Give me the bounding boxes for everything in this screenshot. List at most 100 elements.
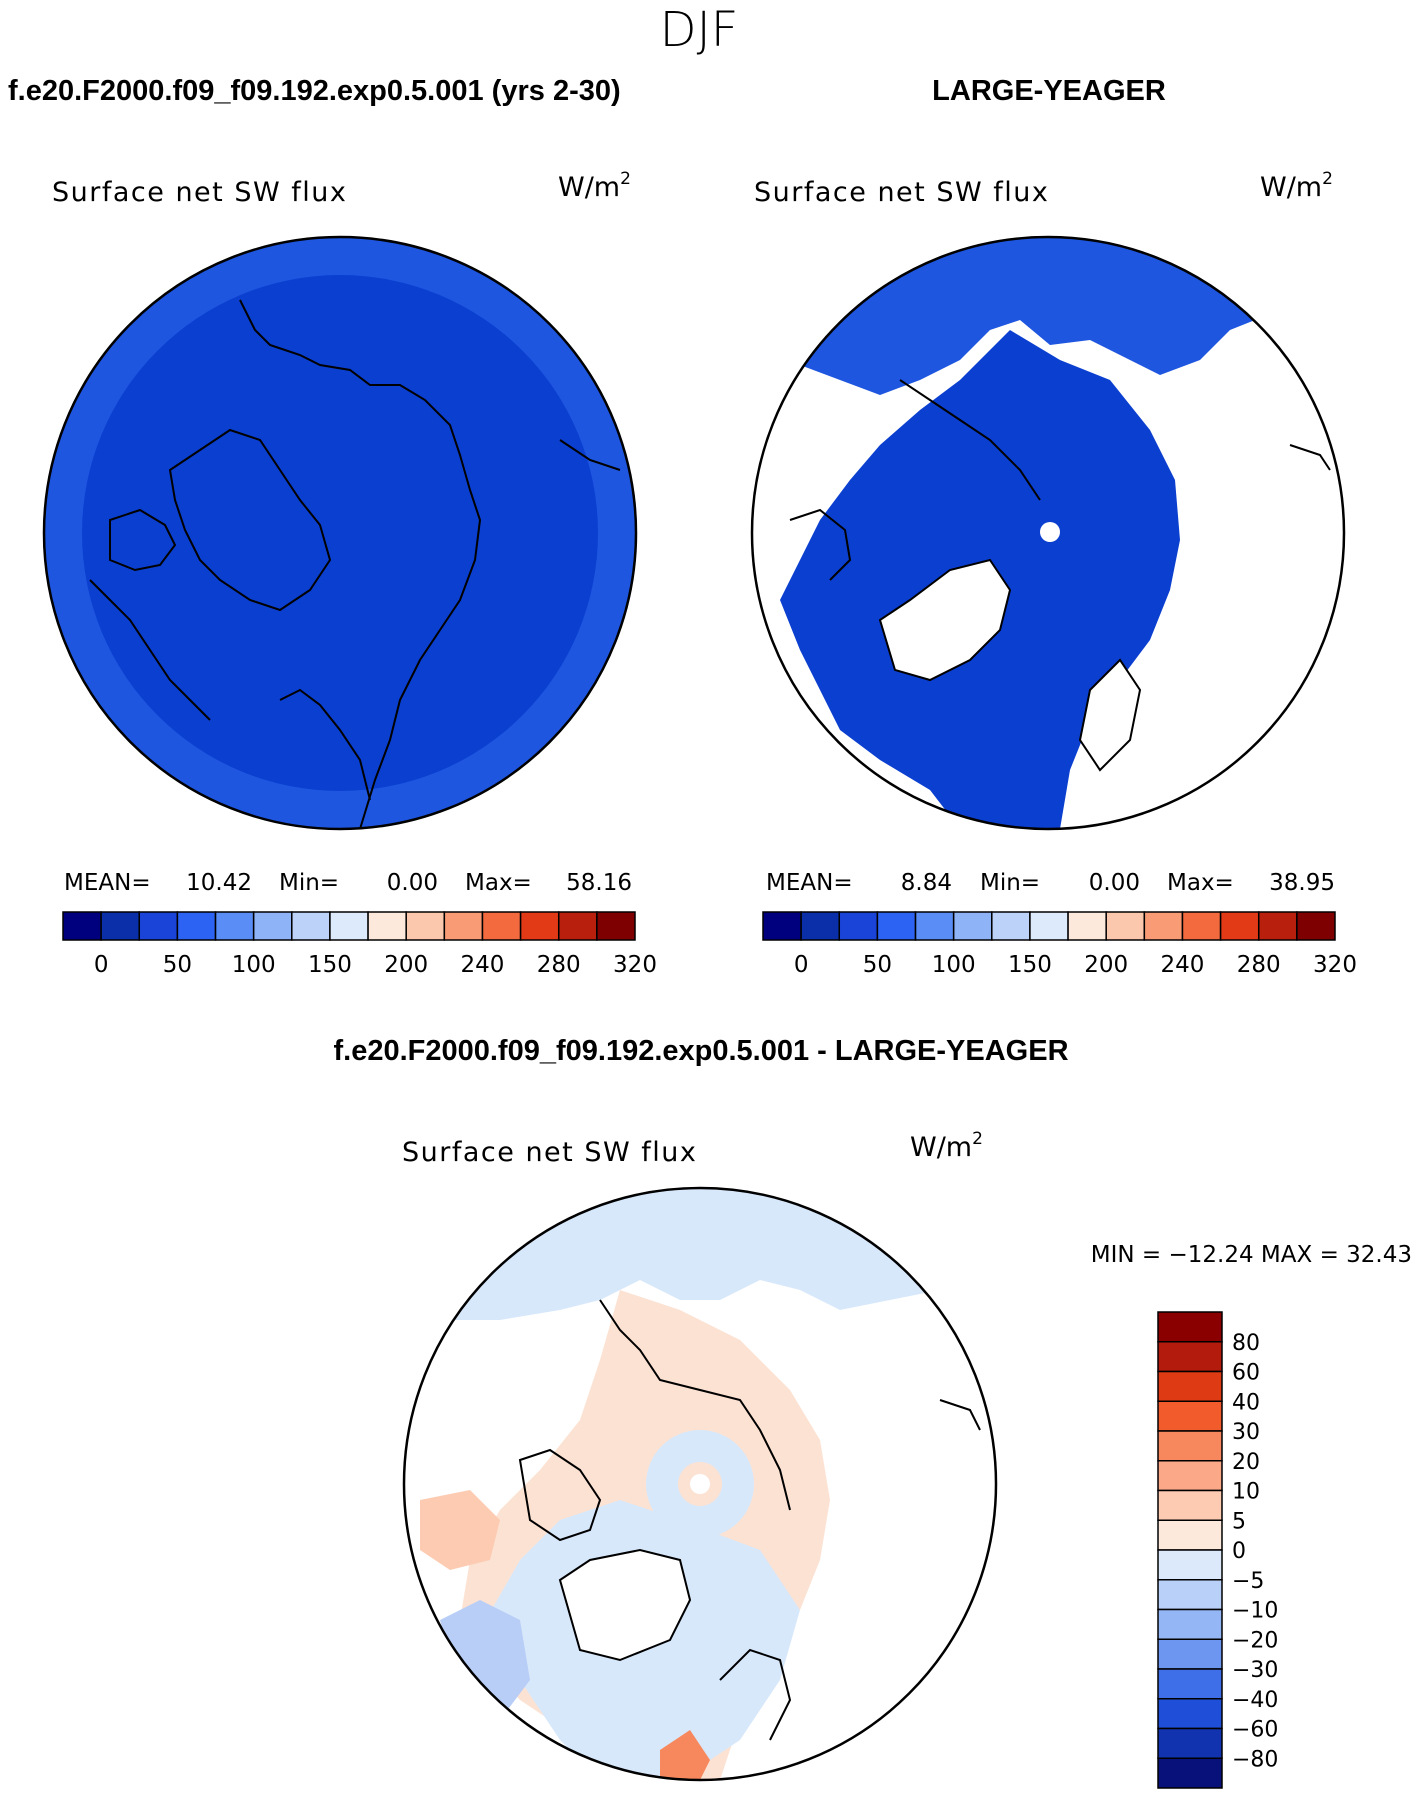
panel3-min-max: MIN = −12.24 MAX = 32.43: [1091, 1242, 1412, 1268]
panel2-scandinavia-mask: [1080, 660, 1140, 770]
panel2-colorbar-box: [1105, 911, 1146, 941]
panel1-mean-label: MEAN=: [64, 870, 151, 896]
panel1-coastlines: [89, 299, 621, 829]
panel3-colorbar-box: [1157, 1668, 1223, 1700]
panel2-colorbar-box: [838, 911, 879, 941]
panel2-colorbar-box: [1257, 911, 1298, 941]
panel1-colorbar-tick-label: 200: [384, 952, 428, 978]
panel2-mean-value: 8.84: [901, 870, 952, 896]
panel2-colorbar-box: [914, 911, 955, 941]
panel2-units: W/m2: [1260, 169, 1333, 203]
panel3-colorbar-tick-label: 0: [1232, 1539, 1246, 1564]
panel2-colorbar-box: [1181, 911, 1222, 941]
panel1-colorbar-tick-label: 0: [94, 952, 109, 978]
panel2-colorbar: 0 50 100 150 200 240 280 320: [762, 911, 1357, 978]
panel2-colorbar-box: [991, 911, 1031, 941]
panel1-colorbar-tick-label: 50: [163, 952, 192, 978]
panel2-colorbar-box: [1219, 911, 1260, 941]
panel1-colorbar-box: [252, 911, 293, 941]
panel3-colorbar-box: [1157, 1311, 1223, 1343]
panel1-max-label: Max=: [465, 870, 532, 896]
panel2-map-border: [750, 235, 1346, 831]
panel2-greenland-mask: [880, 560, 1010, 680]
panel3-colorbar-box: [1157, 1698, 1223, 1730]
panel1-map: [44, 237, 636, 829]
panel2-colorbar-box: [1143, 911, 1184, 941]
panel2-colorbar-box: [876, 911, 917, 941]
panel1-colorbar-box: [596, 911, 636, 941]
panel2-colorbar-tick-label: 50: [863, 952, 892, 978]
panel1-colorbar-tick-label: 100: [232, 952, 276, 978]
panel2-colorbar-tick-label: 150: [1008, 952, 1052, 978]
panel1-core-shading: [82, 275, 598, 791]
panel3-variable-title: Surface net SW flux: [402, 1137, 697, 1168]
panel3-colorbar: 80 60 40 30 20 10 5 0 −5 −10 −20 −30 −40 −60 −80: [1157, 1311, 1278, 1789]
panel2-colorbar-tick-label: 200: [1084, 952, 1128, 978]
panel3-colorbar-tick-label: −10: [1232, 1599, 1278, 1624]
panel3-norway-shading: [660, 1730, 710, 1780]
panel3-colorbar-box: [1157, 1519, 1223, 1551]
panel3-colorbar-box: [1157, 1757, 1223, 1789]
panel1-min-value: 0.00: [387, 870, 438, 896]
panel2-colorbar-box: [762, 911, 802, 941]
panel1-colorbar-box: [100, 911, 141, 941]
panel1-colorbar-box: [62, 911, 102, 941]
panel1-colorbar-box: [329, 911, 369, 941]
panel3-colorbar-tick-label: −60: [1232, 1718, 1278, 1743]
panel3-colorbar-box: [1157, 1489, 1223, 1521]
panel3-case-title: f.e20.F2000.f09_f09.192.exp0.5.001 - LAR…: [333, 1035, 1068, 1067]
panel3-map-border: [402, 1186, 998, 1782]
panel3-colorbar-box: [1157, 1549, 1223, 1581]
panel2-mean-label: MEAN=: [766, 870, 853, 896]
panel1-colorbar-box: [176, 911, 217, 941]
panel3-colorbar-tick-label: −30: [1232, 1658, 1278, 1683]
panel1-colorbar-box: [214, 911, 255, 941]
panel2-colorbar-box: [1029, 911, 1069, 941]
panel1-units: W/m2: [558, 169, 631, 203]
panel-top-left: f.e20.F2000.f09_f09.192.exp0.5.001 (yrs …: [8, 75, 657, 978]
panel1-map-border: [42, 235, 638, 831]
panel3-colorbar-box: [1157, 1608, 1223, 1640]
panel2-map: [752, 237, 1344, 829]
panel2-colorbar-tick-label: 100: [932, 952, 976, 978]
panel3-colorbar-box: [1157, 1638, 1223, 1670]
panel3-colorbar-box: [1157, 1370, 1223, 1402]
panel3-map: [404, 1188, 996, 1780]
panel1-min-label: Min=: [279, 870, 339, 896]
panel3-coastlines: [518, 1299, 981, 1741]
panel3-colorbar-tick-label: 5: [1232, 1509, 1246, 1534]
panel1-colorbar-box: [291, 911, 331, 941]
panel2-variable-title: Surface net SW flux: [754, 177, 1049, 208]
panel3-pole-hole: [690, 1474, 710, 1494]
panel1-colorbar-box: [405, 911, 446, 941]
panel1-case-title: f.e20.F2000.f09_f09.192.exp0.5.001 (yrs …: [8, 75, 621, 107]
panel3-colorbar-box: [1157, 1400, 1223, 1432]
panel1-colorbar-box: [481, 911, 522, 941]
panel1-colorbar-box: [367, 911, 407, 941]
panel3-colorbar-tick-label: −20: [1232, 1628, 1278, 1653]
panel2-colorbar-box: [1296, 911, 1336, 941]
panel2-max-value: 38.95: [1269, 870, 1335, 896]
panel2-coastlines: [789, 379, 1331, 772]
panel2-stats: MEAN= 8.84 Min= 0.00 Max= 38.95: [766, 870, 1335, 896]
panel3-colorbar-box: [1157, 1579, 1223, 1611]
panel2-colorbar-tick-label: 280: [1237, 952, 1281, 978]
panel3-colorbar-box: [1157, 1341, 1223, 1373]
panel3-colorbar-box: [1157, 1430, 1223, 1462]
panel1-colorbar-tick-label: 320: [613, 952, 657, 978]
season-title: DJF: [660, 2, 739, 58]
panel1-max-value: 58.16: [566, 870, 632, 896]
panel1-colorbar: 0 50 100 150 200 240 280 320: [62, 911, 657, 978]
panel2-colorbar-tick-label: 0: [794, 952, 809, 978]
panel3-colorbar-tick-label: 40: [1232, 1390, 1260, 1415]
panel2-pole-hole: [1040, 522, 1060, 542]
panel2-colorbar-tick-label: 320: [1313, 952, 1357, 978]
panel1-colorbar-box: [443, 911, 484, 941]
panel1-colorbar-box: [138, 911, 179, 941]
panel1-variable-title: Surface net SW flux: [52, 177, 347, 208]
panel-bottom-difference: f.e20.F2000.f09_f09.192.exp0.5.001 - LAR…: [333, 1035, 1412, 1789]
panel2-colorbar-box: [1067, 911, 1107, 941]
panel3-colorbar-tick-label: 30: [1232, 1420, 1260, 1445]
panel1-colorbar-box: [519, 911, 560, 941]
panel3-colorbar-tick-label: −5: [1232, 1569, 1264, 1594]
